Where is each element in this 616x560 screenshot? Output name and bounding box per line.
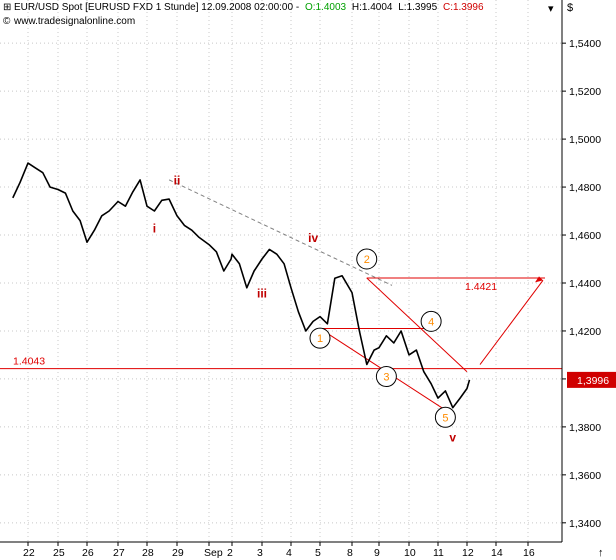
wave-circle xyxy=(434,406,456,428)
wave-label-circled: 4 xyxy=(428,316,434,328)
wave-circle xyxy=(356,248,378,270)
x-tick-label: 29 xyxy=(172,547,184,559)
wave-label-circled: 1 xyxy=(317,333,323,345)
y-tick-label: 1,5400 xyxy=(569,38,601,50)
y-tick-label: 1,4600 xyxy=(569,230,601,242)
channel-line xyxy=(366,277,468,373)
header-low: L:1.3995 xyxy=(398,2,437,13)
wave-label-roman: v xyxy=(449,430,456,444)
header-open: O:1.4003 xyxy=(305,2,347,13)
level-label: 1.4043 xyxy=(13,356,45,368)
wave-label-circled: 2 xyxy=(364,254,370,266)
y-axis: 1,5400 1,5200 1,5000 1,4800 1,4600 1,4400 1,42… xyxy=(562,38,616,530)
scroll-up-arrow-icon[interactable]: ↑ xyxy=(598,547,604,559)
x-tick-label: 11 xyxy=(433,547,444,559)
wave-circle xyxy=(420,310,442,332)
x-tick-label: 10 xyxy=(404,547,416,559)
y-tick-label: 1,3800 xyxy=(569,422,601,434)
wave-circle xyxy=(375,366,397,388)
y-tick-label: 1,4800 xyxy=(569,182,601,194)
x-tick-label: 8 xyxy=(347,547,353,559)
price-line xyxy=(12,162,471,409)
x-tick-label: 22 xyxy=(23,547,35,559)
header-title: EUR/USD Spot [EURUSD FXD 1 Stunde] 12.09… xyxy=(14,2,299,13)
y-tick-label: 1,4200 xyxy=(569,326,601,338)
projection-arrow-line xyxy=(479,280,544,365)
x-tick-label: 26 xyxy=(82,547,94,559)
wave-label-roman: iv xyxy=(308,231,318,245)
x-tick-label: 12 xyxy=(462,547,474,559)
dropdown-arrow-icon[interactable]: ▾ xyxy=(548,3,554,15)
x-tick-label: 9 xyxy=(374,547,380,559)
website-text: www.tradesignalonline.com xyxy=(13,16,135,27)
svg-text:EUR/USD Spot [EURUSD FXD 1 St: EUR/USD Spot [EURUSD FXD 1 Stunde] 12.09… xyxy=(14,2,484,13)
wave-label-roman: iii xyxy=(257,286,267,300)
y-tick-label: 1,3400 xyxy=(569,518,601,530)
wave-circle xyxy=(309,327,331,349)
y-tick-label: 1,5000 xyxy=(569,134,601,146)
x-tick-label: 25 xyxy=(53,547,65,559)
trend-line-dashed xyxy=(168,179,393,286)
projection-arrow-head xyxy=(535,276,543,283)
x-tick-label: 4 xyxy=(286,547,292,559)
y-tick-label: 1,3600 xyxy=(569,470,601,482)
currency-symbol: $ xyxy=(567,2,573,14)
x-tick-label: 2 xyxy=(227,547,233,559)
header-high: H:1.4004 xyxy=(352,2,393,13)
wave-label-roman: ii xyxy=(174,174,181,188)
x-tick-label: Sep xyxy=(204,547,223,559)
grid-layer xyxy=(0,0,562,542)
x-tick-label: 28 xyxy=(142,547,154,559)
header-icon: ⊞ xyxy=(3,2,11,13)
wave-label-circled: 3 xyxy=(383,372,389,384)
chart-header: ⊞ EUR/USD Spot [EURUSD FXD 1 Stunde] 12.… xyxy=(3,2,573,27)
x-axis: 22 25 26 27 28 29 Sep 2 3 4 5 8 9 10 11 12 14 16 xyxy=(23,542,535,559)
x-tick-label: 14 xyxy=(491,547,503,559)
wave-label-roman: i xyxy=(153,222,156,236)
y-tick-label: 1,4400 xyxy=(569,278,601,290)
last-price-box xyxy=(567,371,616,388)
level-label: 1.4421 xyxy=(465,281,497,293)
copyright-icon: © xyxy=(3,16,11,27)
x-tick-label: 16 xyxy=(523,547,535,559)
x-tick-label: 27 xyxy=(113,547,125,559)
header-close: C:1.3996 xyxy=(443,2,484,13)
last-price-label: 1,3996 xyxy=(577,375,609,387)
wave-label-circled: 5 xyxy=(442,412,448,424)
x-tick-label: 5 xyxy=(315,547,321,559)
level-layer: 1.4043 1.4421 xyxy=(0,277,562,370)
price-layer xyxy=(12,162,471,409)
x-tick-label: 3 xyxy=(257,547,263,559)
y-tick-label: 1,5200 xyxy=(569,86,601,98)
